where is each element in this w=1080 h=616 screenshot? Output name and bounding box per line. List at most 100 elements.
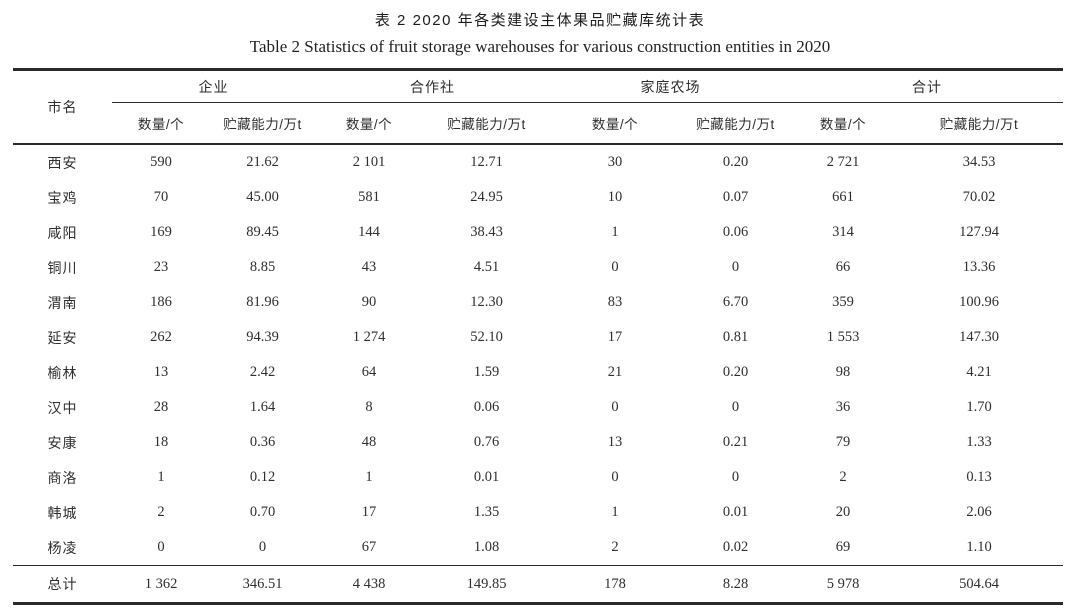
table-row: 榆林 13 2.42 64 1.59 21 0.20 98 4.21 (13, 355, 1063, 390)
value-cell: 6.70 (722, 294, 749, 310)
value-cell: 69 (835, 539, 851, 555)
table-body: 西安 590 21.62 2 101 12.71 30 0.20 2 721 34.53 宝鸡 70… (13, 144, 1063, 566)
city-name-cell: 延安 (47, 329, 78, 346)
value-cell: 0 (611, 259, 619, 275)
group-header-family-farm: 家庭农场 (550, 69, 791, 103)
value-cell: 1 (157, 469, 165, 485)
subheader-family-farm-capacity: 贮藏能力/万t (680, 102, 791, 145)
value-cell: 83 (607, 294, 623, 310)
value-cell: 0.70 (249, 504, 276, 520)
value-cell: 1 274 (352, 329, 386, 345)
value-cell: 0 (258, 539, 267, 555)
value-cell: 100.96 (959, 294, 999, 310)
value-cell: 262 (150, 329, 172, 345)
value-cell: 2.42 (249, 364, 276, 380)
value-cell: 1.35 (473, 504, 500, 520)
city-name-cell: 铜川 (47, 259, 78, 276)
total-row: 总计 1 362 346.51 4 438 149.85 178 8.28 5 … (13, 565, 1063, 604)
value-cell: 21.62 (246, 154, 279, 170)
table-row: 咸阳 169 89.45 144 38.43 1 0.06 314 127.94 (13, 215, 1063, 250)
sub-header-row: 数量/个 贮藏能力/万t 数量/个 贮藏能力/万t 数量/个 贮藏能力/万t 数… (13, 102, 1063, 145)
value-cell: 0 (731, 399, 740, 415)
value-cell: 0.20 (722, 154, 749, 170)
value-cell: 66 (835, 259, 851, 275)
value-cell: 144 (358, 224, 380, 240)
value-cell: 17 (361, 504, 377, 520)
value-cell: 0.20 (722, 364, 749, 380)
value-cell: 13 (607, 434, 623, 450)
value-cell: 1 553 (826, 329, 860, 345)
table-row: 铜川 23 8.85 43 4.51 0 0 66 13.36 (13, 250, 1063, 285)
value-cell: 28 (153, 399, 169, 415)
value-cell: 13 (153, 364, 169, 380)
value-cell: 24.95 (470, 189, 503, 205)
value-cell: 45.00 (246, 189, 279, 205)
fruit-storage-table: 市名 企业 合作社 家庭农场 合计 数量/个 贮藏能力/万t 数量/个 贮藏能力… (13, 68, 1063, 605)
value-cell: 0.02 (722, 539, 749, 555)
city-name-cell: 安康 (47, 434, 78, 451)
value-cell: 4.21 (966, 364, 992, 380)
value-cell: 18 (153, 434, 169, 450)
subheader-enterprise-capacity: 贮藏能力/万t (210, 102, 315, 145)
value-cell: 0 (731, 259, 740, 275)
value-cell: 21 (607, 364, 623, 380)
subheader-cooperative-quantity: 数量/个 (315, 102, 423, 145)
group-header-row: 市名 企业 合作社 家庭农场 合计 (13, 69, 1063, 145)
value-cell: 12.30 (470, 294, 503, 310)
value-cell: 1 (365, 469, 373, 485)
value-cell: 8.85 (249, 259, 276, 275)
value-cell: 147.30 (959, 329, 999, 345)
value-cell: 661 (832, 189, 854, 205)
value-cell: 81.96 (246, 294, 279, 310)
value-cell: 0.12 (249, 469, 276, 485)
value-cell: 8 (365, 399, 373, 415)
value-cell: 1.33 (966, 434, 992, 450)
value-cell: 0.01 (722, 504, 749, 520)
value-cell: 314 (832, 224, 854, 240)
value-cell: 36 (835, 399, 851, 415)
value-cell: 67 (361, 539, 377, 555)
value-cell: 1.08 (473, 539, 500, 555)
value-cell: 1.10 (966, 539, 992, 555)
value-cell: 0 (611, 469, 619, 485)
value-cell: 43 (361, 259, 377, 275)
value-cell: 34.53 (962, 154, 996, 170)
value-cell: 70 (153, 189, 169, 205)
value-cell: 13.36 (962, 259, 996, 275)
table-row: 西安 590 21.62 2 101 12.71 30 0.20 2 721 34.53 (13, 144, 1063, 180)
subheader-family-farm-quantity: 数量/个 (550, 102, 680, 145)
value-cell: 1.64 (249, 399, 276, 415)
value-cell: 90 (361, 294, 377, 310)
total-value-cell: 504.64 (895, 565, 1063, 604)
value-cell: 79 (835, 434, 851, 450)
value-cell: 17 (607, 329, 623, 345)
table-title-chinese: 表 2 2020 年各类建设主体果品贮藏库统计表 (374, 12, 706, 29)
table-row: 韩城 2 0.70 17 1.35 1 0.01 20 2.06 (13, 495, 1063, 530)
value-cell: 20 (835, 504, 851, 520)
value-cell: 89.45 (246, 224, 279, 240)
value-cell: 52.10 (470, 329, 503, 345)
value-cell: 581 (358, 189, 380, 205)
group-header-enterprise: 企业 (112, 69, 315, 103)
value-cell: 0.76 (473, 434, 500, 450)
city-name-cell: 渭南 (47, 294, 78, 311)
city-name-cell: 杨凌 (47, 539, 78, 556)
value-cell: 1 (611, 504, 619, 520)
total-value-cell: 346.51 (210, 565, 315, 604)
city-name-cell: 汉中 (47, 399, 78, 416)
table-row: 汉中 28 1.64 8 0.06 0 0 36 1.70 (13, 390, 1063, 425)
subheader-total-quantity: 数量/个 (791, 102, 895, 145)
group-header-cooperative: 合作社 (315, 69, 550, 103)
city-name-cell: 榆林 (47, 364, 78, 381)
value-cell: 0.21 (722, 434, 749, 450)
value-cell: 169 (150, 224, 172, 240)
table-row: 商洛 1 0.12 1 0.01 0 0 2 0.13 (13, 460, 1063, 495)
value-cell: 2 721 (826, 154, 860, 170)
subheader-cooperative-capacity: 贮藏能力/万t (423, 102, 550, 145)
total-value-cell: 149.85 (423, 565, 550, 604)
value-cell: 30 (607, 154, 623, 170)
value-cell: 590 (150, 154, 172, 170)
value-cell: 23 (153, 259, 169, 275)
value-cell: 0.07 (722, 189, 749, 205)
